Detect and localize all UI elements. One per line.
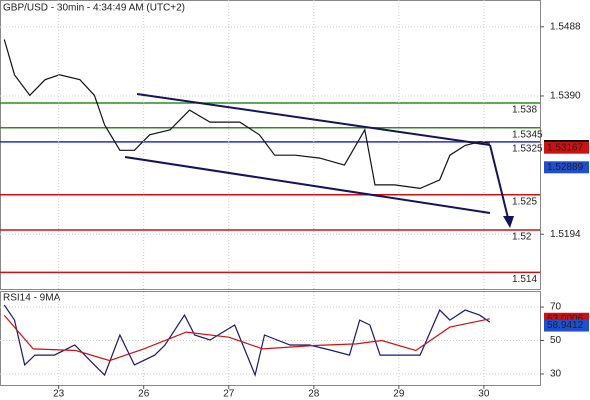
- arrow-head: [503, 216, 514, 228]
- rsi-title: RSI14 - 9MA: [3, 293, 61, 304]
- level-label: 1.5345: [512, 129, 543, 140]
- chart-title: GBP/USD - 30min - 4:34:49 AM (UTC+2): [3, 3, 185, 14]
- x-tick-label: 30: [478, 389, 490, 400]
- price-tag: [544, 141, 589, 154]
- level-label: 1.5325: [512, 143, 543, 154]
- y-tick-label: 1.5194: [550, 229, 581, 240]
- level-label: 1.52: [512, 232, 532, 243]
- x-tick-label: 29: [393, 389, 405, 400]
- price-tag: [544, 319, 589, 332]
- y-tick-label: 30: [550, 369, 562, 380]
- y-tick-label: 70: [550, 302, 562, 313]
- x-tick-label: 27: [223, 389, 235, 400]
- channel: [124, 93, 514, 228]
- price-panel-frame: [0, 0, 541, 290]
- level-label: 1.525: [512, 196, 537, 207]
- x-tick-label: 23: [53, 389, 65, 400]
- price-tag-label: 1.53167: [547, 142, 584, 153]
- y-tick-label: 1.5390: [550, 91, 581, 102]
- rsi-panel-frame: [0, 291, 541, 386]
- channel-upper: [136, 93, 491, 146]
- price-tag-label: 58.9412: [547, 320, 584, 331]
- x-tick-label: 26: [138, 389, 150, 400]
- price-tag-label: 1.52889: [547, 162, 584, 173]
- level-label: 1.538: [512, 105, 537, 116]
- y-tick-label: 50: [550, 335, 562, 346]
- series-line: [3, 304, 491, 377]
- series-line: [3, 39, 490, 190]
- channel-lower: [124, 156, 491, 214]
- forecast-arrow: [489, 144, 509, 219]
- series-line: [3, 315, 490, 362]
- level-label: 1.514: [512, 274, 537, 285]
- x-tick-label: 28: [308, 389, 320, 400]
- price-tag-label: 63.0006: [547, 313, 584, 324]
- price-tag: [544, 161, 589, 174]
- y-tick-label: 1.5488: [550, 21, 581, 32]
